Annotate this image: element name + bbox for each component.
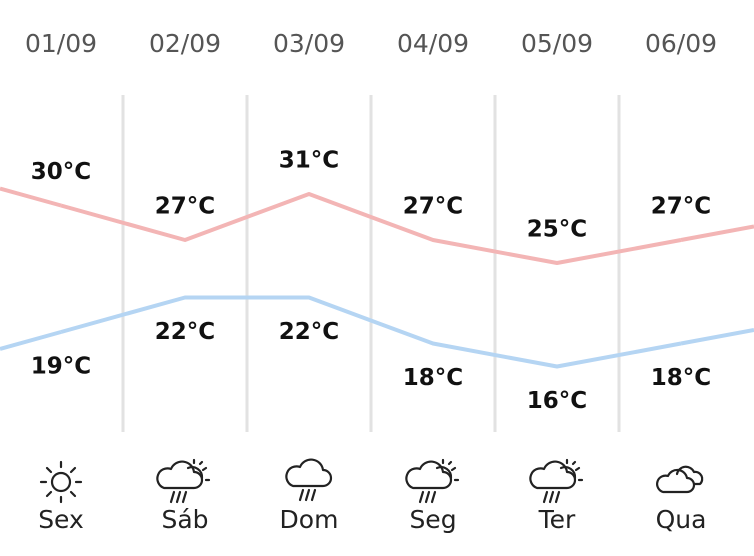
day-label: Seg: [409, 505, 456, 534]
day-label: Qua: [656, 505, 707, 534]
icon-rain-sun: [406, 460, 458, 502]
temperature-label: 30°C: [31, 159, 91, 185]
chart-layer: 01/09 Sex 02/09 Sáb 03/09 Dom 04/09 Seg 05/09 Ter…: [0, 29, 754, 534]
temperature-label: 19°C: [31, 354, 91, 380]
icon-rain-sun: [530, 460, 582, 502]
temperature-label: 18°C: [651, 365, 711, 391]
temperature-line: [60, 192, 682, 265]
icon-clouds: [656, 465, 704, 494]
date-label: 05/09: [521, 29, 593, 58]
line-extension: [680, 224, 754, 242]
line-extension: [0, 186, 62, 208]
date-label: 06/09: [645, 29, 717, 58]
day-label: Sex: [38, 505, 84, 534]
temperature-label: 27°C: [155, 194, 215, 220]
temperature-label: 22°C: [279, 319, 339, 345]
day-label: Dom: [280, 505, 339, 534]
line-extension: [0, 330, 62, 351]
temperature-label: 27°C: [403, 194, 463, 220]
day-label: Sáb: [161, 505, 208, 534]
day-label: Ter: [538, 505, 576, 534]
icon-rain-sun: [157, 460, 209, 502]
temperature-label: 18°C: [403, 365, 463, 391]
date-label: 01/09: [25, 29, 97, 58]
date-label: 04/09: [397, 29, 469, 58]
temperature-label: 27°C: [651, 194, 711, 220]
icon-sun: [39, 460, 83, 504]
date-label: 03/09: [273, 29, 345, 58]
temperature-label: 16°C: [527, 388, 587, 414]
line-extension: [680, 327, 754, 346]
temperature-label: 31°C: [279, 148, 339, 174]
temperature-label: 22°C: [155, 319, 215, 345]
temperature-label: 25°C: [527, 217, 587, 243]
icon-rain: [286, 460, 331, 500]
temperature-line: [60, 295, 682, 369]
weather-icons: [39, 460, 704, 504]
date-label: 02/09: [149, 29, 221, 58]
